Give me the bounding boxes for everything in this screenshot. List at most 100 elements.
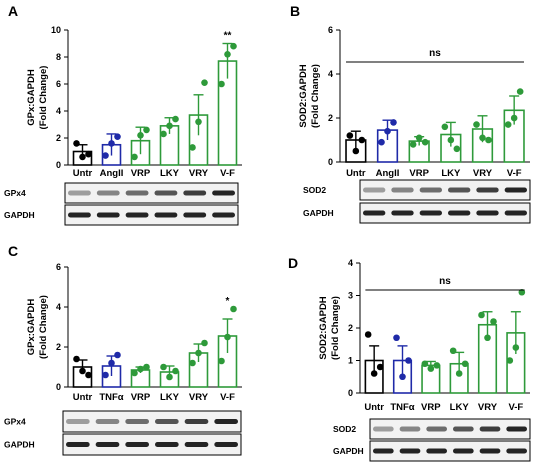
data-point	[409, 141, 417, 148]
panel-A: A 0 2 4 6 8 10 GPx:GAPDH (Fold Change) Untr AngII V…	[4, 3, 242, 226]
blot-band	[399, 426, 421, 432]
blot-band	[95, 442, 120, 447]
data-point	[114, 351, 121, 359]
data-point	[189, 359, 196, 367]
blot-label: GAPDH	[4, 210, 35, 220]
category-label: TNFα	[390, 402, 414, 413]
category-label: VRY	[473, 168, 493, 179]
significance-label: **	[224, 31, 232, 42]
blot-label: GAPDH	[4, 440, 35, 450]
data-point	[421, 138, 429, 146]
blot-band	[154, 212, 178, 218]
category-label: VRP	[421, 402, 441, 413]
data-point	[85, 371, 92, 379]
data-point	[485, 136, 492, 144]
blot-band	[96, 190, 120, 196]
category-label: VRP	[409, 168, 429, 179]
data-point	[473, 121, 480, 128]
blot-band	[363, 210, 386, 216]
y-axis-label: (Fold Change)	[310, 64, 321, 128]
category-label: V-F	[220, 392, 235, 403]
data-point	[455, 370, 463, 377]
y-tick-label: 6	[328, 25, 333, 35]
data-point	[461, 360, 469, 368]
y-tick-label: 2	[56, 342, 61, 352]
y-tick-label: 0	[328, 157, 333, 167]
blot-band	[155, 442, 179, 447]
data-point	[399, 373, 406, 381]
data-point	[230, 305, 237, 313]
data-point	[166, 373, 173, 381]
data-point	[479, 134, 486, 142]
blot-frame	[359, 179, 531, 201]
blot-band	[373, 426, 394, 432]
data-point	[143, 363, 150, 371]
data-point	[405, 357, 412, 364]
category-label: Untr	[364, 402, 384, 413]
blot-band	[95, 419, 120, 424]
data-point	[427, 365, 435, 372]
blot-band	[363, 187, 386, 193]
data-point	[518, 288, 526, 296]
panel-letter: A	[8, 3, 18, 19]
blot-frame	[369, 440, 531, 462]
data-point	[143, 126, 150, 134]
blot-band	[399, 448, 421, 454]
y-axis-label: (Fold Change)	[38, 295, 49, 359]
blot-label: GPx4	[4, 188, 26, 198]
category-label: V-F	[220, 168, 235, 179]
blot-band	[506, 426, 527, 432]
data-point	[160, 130, 167, 138]
data-point	[230, 42, 237, 50]
data-point	[79, 367, 86, 375]
blot-band	[183, 190, 207, 196]
data-point	[108, 359, 115, 367]
data-point	[160, 363, 167, 371]
data-point	[73, 140, 80, 147]
blot-label: GAPDH	[333, 446, 364, 456]
ns-label: ns	[439, 276, 451, 287]
blot-band	[212, 212, 235, 218]
blot-band	[66, 442, 90, 447]
y-tick-label: 6	[56, 79, 61, 89]
data-point	[189, 144, 196, 151]
data-point	[510, 114, 518, 122]
y-tick-label: 2	[348, 323, 353, 333]
y-axis-label: SOD2:GAPDH	[318, 296, 329, 359]
blot-label: SOD2	[303, 185, 326, 195]
category-label: VRY	[478, 402, 498, 413]
y-tick-label: 6	[56, 262, 61, 272]
data-point	[504, 121, 512, 128]
blot-frame	[62, 433, 242, 456]
data-point	[218, 80, 225, 88]
y-axis-label: SOD2:GAPDH	[298, 64, 309, 127]
data-point	[102, 152, 109, 159]
data-point	[384, 127, 391, 135]
panel-D: D 0 1 2 3 4 SOD2:GAPDH (Fold Change) Untr TNFα VRP…	[288, 255, 531, 462]
y-tick-label: 2	[56, 133, 61, 143]
blot-gapdh: GAPDH	[4, 204, 239, 226]
category-label: LKY	[160, 392, 180, 403]
y-tick-label: 1	[348, 356, 353, 366]
blot-frame	[359, 202, 531, 224]
y-axis-label: GPx:GAPDH	[26, 69, 37, 126]
data-point	[364, 331, 372, 338]
y-tick-label: 8	[56, 52, 61, 62]
data-point	[79, 153, 86, 161]
data-point	[102, 371, 109, 379]
data-point	[449, 347, 457, 355]
blot-band	[184, 442, 209, 447]
y-tick-label: 4	[56, 106, 61, 116]
category-label: V-F	[507, 168, 522, 179]
panel-letter: D	[288, 255, 298, 271]
blot-frame	[62, 410, 242, 433]
data-point	[433, 362, 441, 369]
data-point	[506, 357, 514, 364]
category-label: VRP	[131, 392, 151, 403]
category-label: LKY	[441, 168, 461, 179]
blot-band	[453, 448, 474, 454]
y-axis-label: GPx:GAPDH	[26, 299, 37, 356]
data-point	[218, 357, 225, 365]
category-label: AngII	[376, 168, 400, 179]
